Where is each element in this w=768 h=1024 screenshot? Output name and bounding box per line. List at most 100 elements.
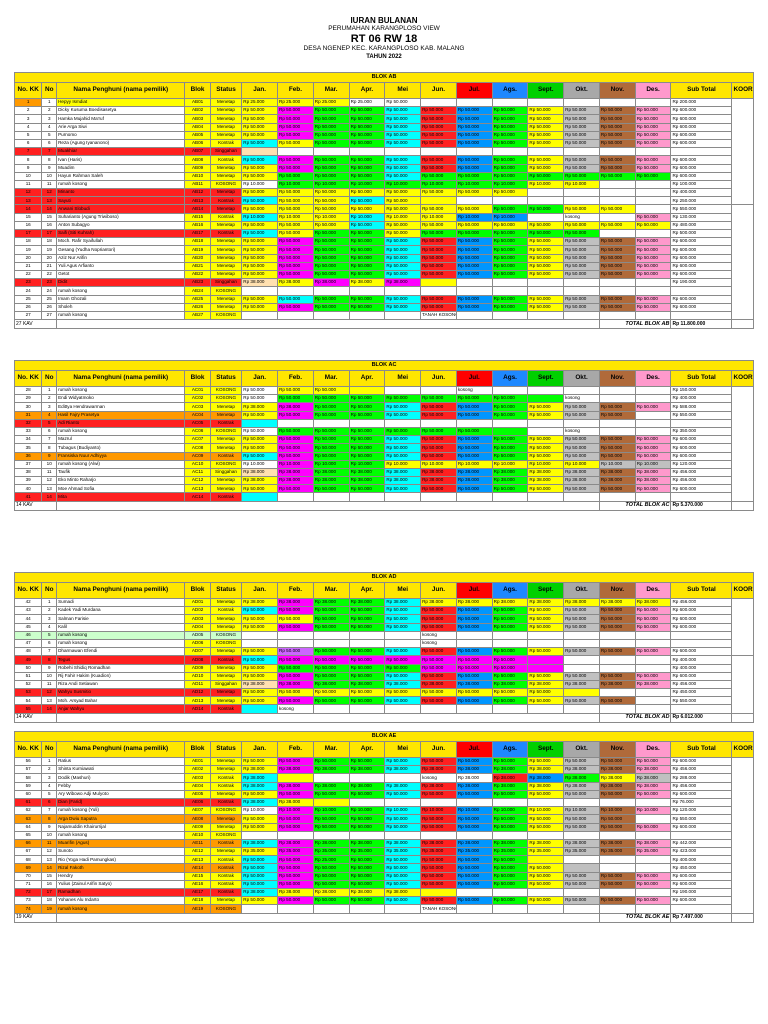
- des-cell: Rp 10.000: [634, 459, 672, 469]
- header-mei: Mei: [384, 370, 422, 387]
- des-cell: Rp 50.000: [634, 294, 672, 304]
- sub-total-cell: Rp 250.000: [670, 196, 733, 206]
- status-cell: Kontrak: [209, 855, 243, 865]
- no-kk-cell: 50: [13, 663, 43, 673]
- block-code-cell: AC02: [184, 394, 211, 404]
- block-code-cell: AC06: [184, 426, 211, 437]
- des-cell: [634, 310, 672, 321]
- no-kk-cell: 42: [13, 597, 43, 608]
- mar-cell: Rp 25.000: [312, 97, 350, 108]
- mar-cell: Rp 50.000: [312, 410, 350, 420]
- header-sub-total: Sub Total: [670, 741, 733, 758]
- nov-cell: [598, 418, 636, 428]
- no-kk-cell: 67: [13, 847, 43, 857]
- no-cell: 6: [41, 797, 58, 808]
- feb-cell: Rp 10.000: [277, 806, 314, 816]
- mei-cell: [384, 638, 422, 649]
- header-des: Des.: [634, 370, 672, 387]
- resident-name-cell: Robehi Shidiq Romadhan: [56, 663, 186, 673]
- no-cell: 12: [41, 476, 58, 486]
- kav-count: 27 KAV: [13, 319, 58, 330]
- status-cell: Menetap: [209, 188, 243, 198]
- sept-cell: Rp 38.000: [527, 765, 565, 775]
- no-kk-cell: 66: [13, 838, 43, 849]
- block-code-cell: AB11: [184, 179, 211, 190]
- resident-name-cell: Yuli Agus Arfianto: [56, 261, 186, 271]
- block-total-value: Rp 5.370.000: [670, 500, 733, 511]
- nov-cell: Rp 50.000: [598, 302, 636, 312]
- des-cell: Rp 50.000: [634, 212, 672, 222]
- jan-cell: Rp 50.000: [241, 245, 279, 255]
- jan-cell: [241, 704, 279, 714]
- block-code-cell: AE17: [184, 887, 211, 898]
- header-mei: Mei: [384, 582, 422, 599]
- mei-cell: Rp 50.000: [384, 253, 422, 263]
- nov-cell: [598, 704, 636, 714]
- feb-cell: Rp 50.000: [277, 879, 314, 890]
- jul-cell: Rp 50.000: [455, 622, 493, 632]
- report-title: IURAN BULANAN: [350, 16, 418, 25]
- jun-cell: Rp 38.000: [420, 597, 457, 608]
- status-cell: Menetap: [209, 237, 243, 247]
- des-cell: [634, 278, 672, 288]
- header-status: Status: [209, 582, 243, 599]
- mar-cell: Rp 50.000: [312, 237, 350, 247]
- okt-cell: kosong: [563, 394, 600, 404]
- header-status: Status: [209, 741, 243, 758]
- nov-cell: [598, 688, 636, 698]
- resident-name-cell: Hasil Fajry Prasetya: [56, 410, 186, 420]
- no-kk-cell: 40: [13, 484, 43, 494]
- nov-cell: [598, 385, 636, 396]
- nov-cell: Rp 50.000: [598, 896, 636, 906]
- block-code-cell: AC11: [184, 467, 211, 478]
- ags-cell: Rp 50.000: [491, 614, 529, 624]
- jan-cell: Rp 50.000: [241, 228, 279, 239]
- mar-cell: Rp 50.000: [312, 302, 350, 312]
- jul-cell: Rp 50.000: [455, 237, 493, 247]
- mar-cell: Rp 38.000: [312, 679, 350, 690]
- jun-cell: Rp 50.000: [420, 484, 457, 494]
- block-code-cell: AD04: [184, 622, 211, 632]
- mei-cell: Rp 38.000: [384, 887, 422, 898]
- jan-cell: Rp 50.000: [241, 237, 279, 247]
- table-row: 15 15 Suharianto (Agung Triwiboso) AB15 Kont…: [13, 212, 754, 222]
- apr-cell: Rp 50.000: [348, 789, 386, 799]
- table-row: 31 4 Hasil Fajry Prasetya AC04 Menetap Rp 50.…: [13, 410, 754, 420]
- resident-name-cell: Tegus: [56, 655, 186, 665]
- header-apr: Apr.: [348, 582, 386, 599]
- status-cell: Kontrak: [209, 138, 243, 149]
- mar-cell: Rp 25.000: [312, 855, 350, 865]
- ags-cell: Rp 50.000: [491, 410, 529, 420]
- block-code-cell: AD14: [184, 704, 211, 714]
- nov-cell: [598, 863, 636, 873]
- nov-cell: [598, 655, 636, 665]
- resident-name-cell: Mita: [56, 492, 186, 502]
- des-cell: [634, 394, 672, 404]
- sub-total-cell: Rp 600.000: [670, 879, 733, 890]
- ags-cell: Rp 50.000: [491, 688, 529, 698]
- sub-total-cell: [670, 830, 733, 840]
- block-code-cell: AC14: [184, 492, 211, 502]
- jun-cell: [420, 147, 457, 157]
- des-cell: [634, 188, 672, 198]
- sept-cell: [527, 797, 565, 808]
- okt-cell: Rp 10.000: [563, 459, 600, 469]
- header-ags: Ags.: [491, 741, 529, 758]
- mei-cell: Rp 50.000: [384, 138, 422, 149]
- no-cell: 22: [41, 269, 58, 280]
- status-cell: Menetap: [209, 614, 243, 624]
- ags-cell: Rp 50.000: [491, 269, 529, 280]
- mei-cell: Rp 50.000: [384, 484, 422, 494]
- apr-cell: Rp 50.000: [348, 228, 386, 239]
- block-code-cell: AB17: [184, 228, 211, 239]
- mei-cell: Rp 50.000: [384, 756, 422, 767]
- jun-cell: Rp 50.000: [420, 663, 457, 673]
- feb-cell: Rp 50.000: [277, 269, 314, 280]
- jul-cell: Rp 50.000: [455, 138, 493, 149]
- no-kk-cell: 61: [13, 797, 43, 808]
- jan-cell: Rp 10.000: [241, 179, 279, 190]
- nov-cell: Rp 50.000: [598, 245, 636, 255]
- jun-cell: Rp 50.000: [420, 789, 457, 799]
- jun-cell: [420, 830, 457, 840]
- status-cell: Kontrak: [209, 797, 243, 808]
